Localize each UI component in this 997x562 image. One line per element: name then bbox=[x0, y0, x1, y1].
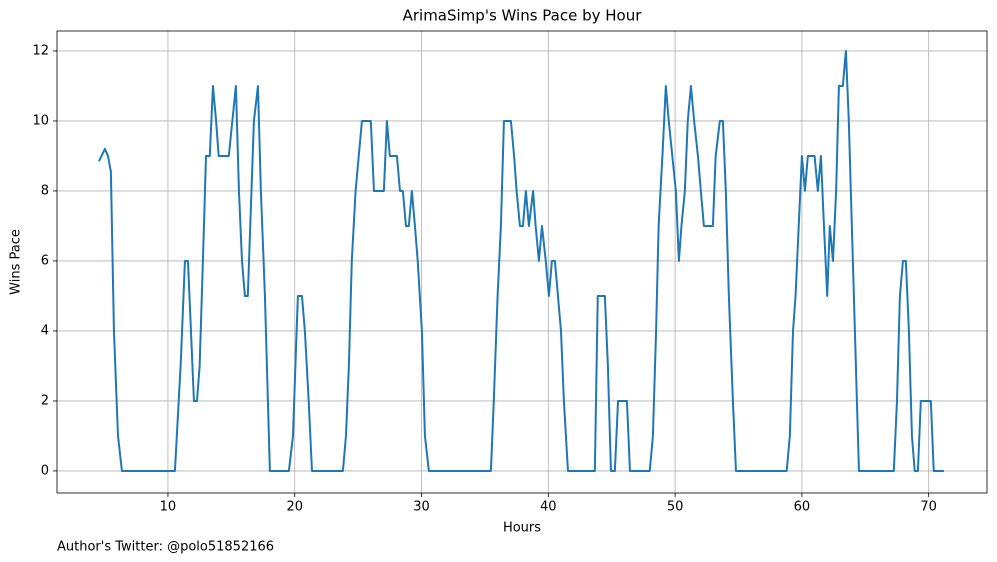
y-tick-label: 8 bbox=[41, 183, 49, 198]
x-tick-label: 70 bbox=[920, 500, 937, 515]
y-axis-label: Wins Pace bbox=[9, 229, 24, 295]
x-tick-label: 20 bbox=[286, 500, 303, 515]
data-line bbox=[98, 49, 944, 472]
x-tick-label: 60 bbox=[794, 500, 811, 515]
x-tick-label: 30 bbox=[413, 500, 430, 515]
footnote: Author's Twitter: @polo51852166 bbox=[57, 540, 274, 555]
y-tick-label: 12 bbox=[32, 43, 49, 58]
y-tick-label: 4 bbox=[41, 323, 49, 338]
y-tick-label: 6 bbox=[41, 253, 49, 268]
plot-frame bbox=[56, 30, 988, 494]
x-axis-label: Hours bbox=[503, 521, 541, 536]
x-tick-label: 10 bbox=[160, 500, 177, 515]
y-tick-label: 2 bbox=[41, 393, 49, 408]
y-tick-label: 0 bbox=[41, 463, 49, 478]
y-tick-label: 10 bbox=[32, 113, 49, 128]
chart-title: ArimaSimp's Wins Pace by Hour bbox=[403, 7, 643, 25]
x-tick-label: 50 bbox=[667, 500, 684, 515]
x-tick-label: 40 bbox=[540, 500, 557, 515]
